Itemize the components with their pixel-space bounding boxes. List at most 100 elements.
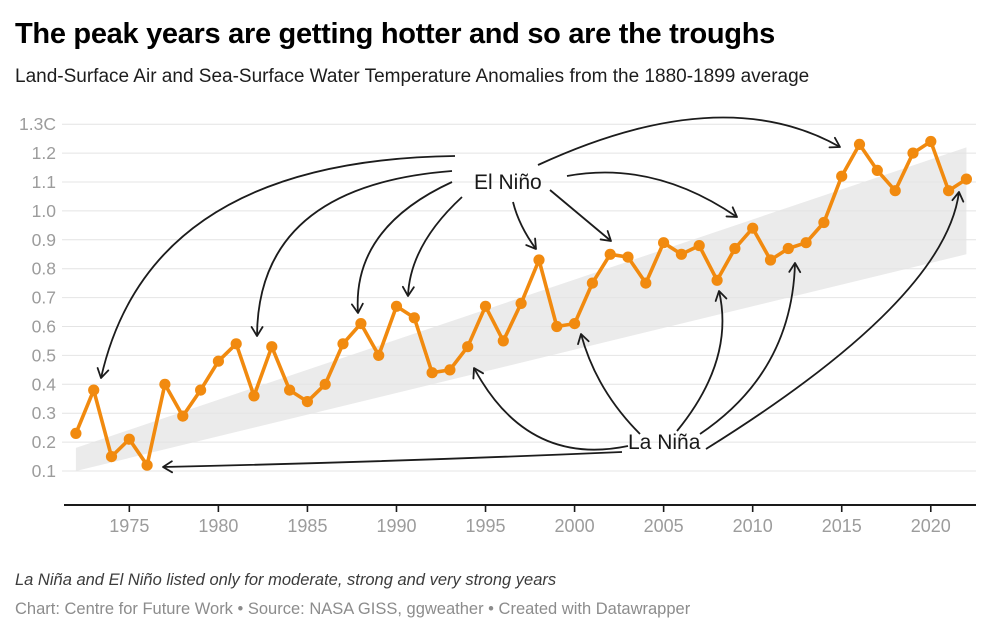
data-point — [444, 364, 456, 376]
y-tick-label: 0.6 — [32, 317, 56, 337]
data-point — [836, 170, 848, 182]
chart-note: La Niña and El Niño listed only for mode… — [15, 571, 557, 589]
data-point — [943, 185, 955, 197]
y-gridlines — [62, 123, 976, 472]
data-point — [889, 185, 901, 197]
data-point — [177, 410, 189, 422]
el-nino-arrow-2016 — [537, 116, 841, 166]
data-point — [604, 248, 616, 260]
data-point — [497, 335, 509, 347]
y-tick-label: 0.9 — [32, 230, 56, 250]
data-point — [426, 367, 438, 379]
y-tick-label: 1.2 — [32, 143, 56, 163]
y-tick-label: 0.1 — [32, 461, 56, 481]
data-point — [586, 277, 599, 289]
data-points — [70, 135, 973, 471]
data-point — [212, 355, 224, 367]
x-tick-label: 2015 — [822, 516, 862, 536]
data-point — [390, 300, 403, 312]
data-point — [301, 396, 313, 408]
trend-band — [75, 147, 967, 471]
el-nino-arrow-1983 — [250, 170, 453, 337]
annotation-arrows — [96, 116, 965, 474]
x-axis — [64, 504, 976, 512]
x-tick-label: 1980 — [198, 516, 238, 536]
el-nino-arrow-1991 — [401, 196, 463, 297]
la-nina-arrow-2008 — [676, 290, 728, 432]
el-nino-arrow-1988 — [350, 181, 453, 314]
chart-credit: Chart: Centre for Future Work • Source: … — [15, 600, 691, 618]
data-point — [907, 147, 919, 159]
data-point — [818, 216, 830, 229]
la-nina-arrow-2012 — [699, 262, 802, 435]
x-tick-label: 1985 — [287, 516, 327, 536]
y-tick-label: 1.1 — [32, 172, 56, 192]
data-point — [408, 312, 420, 324]
data-point — [479, 300, 492, 312]
la-nina-annotation-label: La Niña — [628, 431, 701, 454]
la-nina-arrow-2000 — [577, 333, 641, 435]
el-nino-arrow-2010 — [566, 171, 738, 218]
la-nina-arrow-1976 — [162, 451, 623, 474]
data-point — [747, 222, 759, 234]
y-tick-label: 0.2 — [32, 432, 56, 452]
data-point — [355, 318, 367, 330]
el-nino-annotation-label: El Niño — [474, 171, 542, 194]
data-point — [284, 384, 296, 396]
x-tick-label: 2010 — [733, 516, 773, 536]
x-tick-label: 2020 — [911, 516, 951, 536]
data-point — [88, 384, 100, 396]
data-point — [764, 254, 777, 266]
y-axis-labels: 0.1 0.2 0.3 0.4 0.5 0.6 0.7 0.8 0.9 1.0 1.1 1.2 1.3C — [19, 114, 56, 481]
data-point — [782, 242, 794, 255]
chart-subtitle: Land-Surface Air and Sea-Surface Water T… — [15, 66, 810, 87]
data-point — [195, 384, 207, 396]
data-point — [123, 433, 135, 445]
data-point — [871, 164, 883, 176]
x-tick-label: 2000 — [555, 516, 595, 536]
el-nino-arrow-1973 — [96, 155, 456, 379]
data-point — [658, 237, 670, 249]
data-point — [640, 277, 652, 289]
data-point — [515, 297, 527, 309]
data-point — [711, 274, 723, 286]
data-point — [70, 427, 82, 439]
data-point — [462, 341, 474, 353]
x-tick-label: 1975 — [109, 516, 149, 536]
data-point — [693, 240, 705, 252]
data-point — [159, 378, 171, 390]
data-point — [960, 173, 973, 185]
data-point — [319, 378, 331, 390]
data-point — [925, 135, 937, 148]
x-tick-label: 2005 — [644, 516, 684, 536]
y-tick-label: 0.7 — [32, 288, 56, 308]
y-tick-label: 1.0 — [32, 201, 57, 221]
y-tick-label: 0.5 — [32, 345, 56, 365]
y-tick-label: 1.3C — [19, 114, 56, 134]
data-point — [248, 390, 260, 402]
y-tick-label: 0.3 — [32, 403, 56, 423]
data-point — [337, 338, 349, 350]
data-point — [675, 248, 688, 260]
data-point — [266, 341, 278, 353]
data-point — [533, 254, 545, 266]
data-point — [551, 320, 563, 333]
data-point — [853, 138, 866, 150]
x-axis-labels: 1975 1980 1985 1990 1995 2000 2005 2010 2015 2020 — [109, 516, 950, 536]
data-point — [622, 251, 634, 263]
data-point — [373, 349, 385, 361]
el-nino-arrow-2002 — [549, 189, 612, 242]
la-nina-arrow-1993 — [472, 367, 629, 451]
data-point — [105, 451, 118, 463]
la-nina-arrow-2022 — [705, 191, 965, 450]
data-point — [800, 237, 812, 249]
data-point — [569, 318, 581, 330]
y-tick-label: 0.4 — [32, 374, 57, 394]
x-tick-label: 1995 — [466, 516, 506, 536]
data-point — [729, 242, 741, 255]
data-point — [141, 459, 153, 471]
y-tick-label: 0.8 — [32, 259, 56, 279]
x-tick-label: 1990 — [376, 516, 416, 536]
